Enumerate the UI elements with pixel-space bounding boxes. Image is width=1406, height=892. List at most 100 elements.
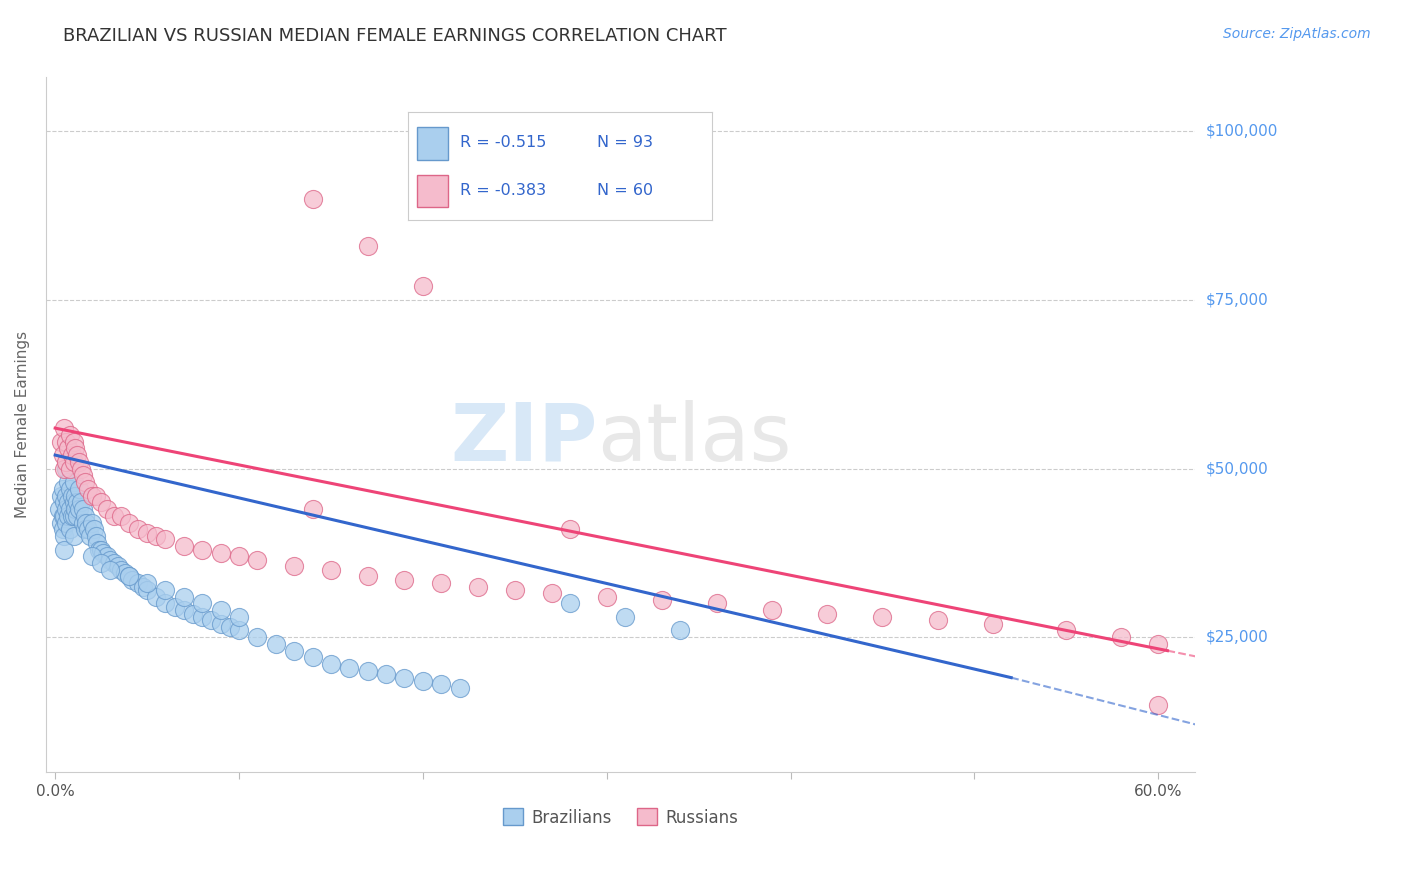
- Point: [59, 522, 82, 536]
- Point: [53, 542, 76, 557]
- Point: [89, 542, 111, 557]
- Point: [60, 489, 83, 503]
- Y-axis label: Median Female Earnings: Median Female Earnings: [15, 331, 30, 518]
- Point: [1111, 630, 1133, 644]
- Point: [73, 475, 96, 489]
- Text: ZIP: ZIP: [450, 400, 598, 477]
- Point: [67, 455, 90, 469]
- Point: [467, 580, 489, 594]
- Point: [56, 495, 79, 509]
- Point: [103, 556, 125, 570]
- Point: [209, 616, 232, 631]
- Point: [228, 624, 250, 638]
- Point: [173, 603, 195, 617]
- Point: [48, 502, 70, 516]
- Point: [872, 610, 894, 624]
- Point: [59, 502, 82, 516]
- Point: [73, 508, 96, 523]
- Point: [337, 660, 360, 674]
- Point: [62, 508, 84, 523]
- Point: [209, 603, 232, 617]
- Point: [75, 516, 97, 530]
- Point: [394, 671, 416, 685]
- Point: [121, 573, 143, 587]
- Point: [319, 563, 342, 577]
- Text: $25,000: $25,000: [1206, 630, 1268, 645]
- Point: [66, 495, 89, 509]
- Text: Source: ZipAtlas.com: Source: ZipAtlas.com: [1223, 27, 1371, 41]
- Point: [60, 448, 83, 462]
- Point: [412, 673, 434, 688]
- Point: [53, 495, 76, 509]
- Point: [283, 643, 305, 657]
- Point: [96, 549, 118, 564]
- Point: [228, 610, 250, 624]
- Point: [62, 434, 84, 449]
- Point: [53, 421, 76, 435]
- Point: [136, 576, 159, 591]
- Point: [136, 525, 159, 540]
- Point: [55, 434, 77, 449]
- Point: [65, 502, 87, 516]
- Point: [301, 502, 323, 516]
- Point: [96, 502, 118, 516]
- Point: [136, 582, 159, 597]
- Point: [56, 442, 79, 456]
- Point: [55, 502, 77, 516]
- Point: [375, 667, 398, 681]
- Point: [173, 539, 195, 553]
- Point: [246, 630, 269, 644]
- Point: [62, 475, 84, 489]
- Point: [155, 582, 177, 597]
- Point: [155, 533, 177, 547]
- Point: [163, 599, 186, 614]
- Point: [110, 563, 132, 577]
- Point: [173, 590, 195, 604]
- Point: [669, 624, 692, 638]
- Text: $100,000: $100,000: [1206, 124, 1278, 139]
- Text: $75,000: $75,000: [1206, 293, 1268, 308]
- Point: [55, 455, 77, 469]
- Point: [981, 616, 1004, 631]
- Point: [51, 448, 73, 462]
- Point: [70, 461, 93, 475]
- Point: [394, 573, 416, 587]
- Point: [66, 448, 89, 462]
- Point: [103, 508, 125, 523]
- Point: [55, 489, 77, 503]
- Point: [596, 590, 619, 604]
- Point: [927, 613, 949, 627]
- Point: [110, 508, 132, 523]
- Point: [301, 192, 323, 206]
- Point: [127, 522, 149, 536]
- Point: [430, 576, 453, 591]
- Point: [412, 279, 434, 293]
- Point: [540, 586, 562, 600]
- Point: [65, 489, 87, 503]
- Point: [80, 516, 103, 530]
- Legend: Brazilians, Russians: Brazilians, Russians: [496, 802, 745, 833]
- Point: [86, 535, 108, 549]
- Point: [1147, 698, 1170, 712]
- Point: [53, 508, 76, 523]
- Point: [449, 681, 471, 695]
- Point: [107, 559, 129, 574]
- Point: [72, 516, 94, 530]
- Point: [83, 522, 105, 536]
- Point: [91, 546, 114, 560]
- Point: [1147, 637, 1170, 651]
- Point: [98, 563, 121, 577]
- Point: [77, 482, 100, 496]
- Point: [209, 546, 232, 560]
- Point: [60, 508, 83, 523]
- Point: [67, 482, 90, 496]
- Point: [84, 489, 107, 503]
- Point: [246, 552, 269, 566]
- Point: [132, 580, 155, 594]
- Point: [558, 522, 581, 536]
- Point: [72, 502, 94, 516]
- Point: [62, 495, 84, 509]
- Point: [191, 597, 214, 611]
- Point: [200, 613, 222, 627]
- Point: [283, 559, 305, 574]
